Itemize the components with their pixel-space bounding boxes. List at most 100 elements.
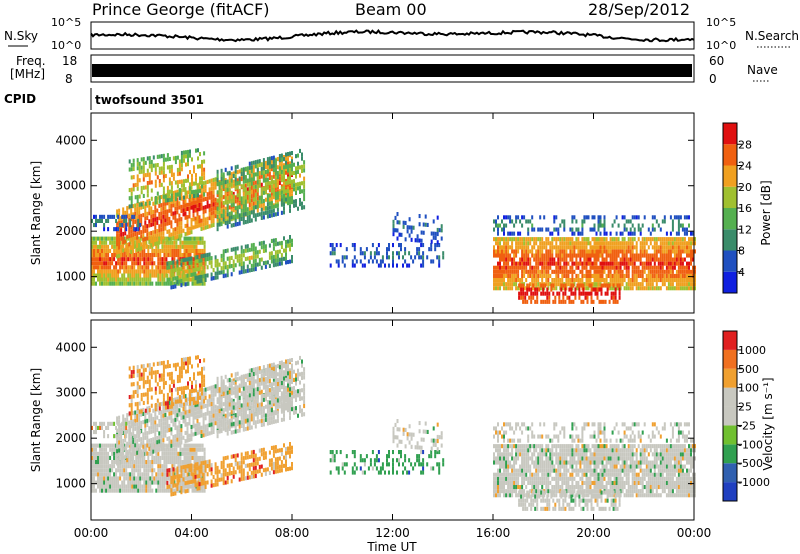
power-cell: [675, 257, 678, 262]
velocity-cell: [201, 455, 204, 460]
power-cell: [291, 193, 293, 198]
power-cell: [623, 257, 626, 262]
velocity-cell: [119, 472, 122, 477]
velocity-cell: [138, 446, 141, 451]
power-cell: [97, 236, 99, 241]
power-cell: [375, 259, 378, 264]
power-cell: [291, 183, 293, 188]
power-cell: [518, 291, 521, 296]
power-cell: [651, 257, 654, 262]
velocity-cell: [105, 455, 108, 460]
power-cell: [218, 262, 221, 267]
power-cell: [216, 178, 219, 183]
power-cell: [130, 233, 133, 238]
velocity-cell: [132, 431, 135, 436]
power-cell: [293, 170, 295, 175]
power-cell: [226, 269, 229, 274]
power-cell: [655, 237, 658, 242]
power-cell: [162, 178, 165, 183]
power-cell: [688, 223, 690, 228]
power-cell: [690, 231, 692, 236]
power-cell: [688, 253, 690, 258]
power-cell: [418, 251, 421, 256]
velocity-cell: [116, 453, 119, 458]
power-cell: [547, 282, 550, 287]
power-cell: [591, 227, 594, 232]
power-cell: [631, 237, 634, 242]
power-colorbar-tick-label: 8: [738, 245, 745, 258]
power-cell: [532, 295, 535, 300]
power-cell: [180, 208, 183, 213]
power-cell: [162, 190, 165, 195]
power-cell: [616, 283, 619, 288]
power-cell: [631, 249, 634, 254]
power-cell: [138, 202, 141, 207]
power-cell: [659, 241, 662, 246]
velocity-cell: [157, 476, 160, 481]
power-cell: [244, 187, 247, 192]
power-cell: [655, 282, 658, 287]
power-cell: [218, 193, 221, 198]
power-cell: [581, 237, 584, 242]
power-cell: [158, 170, 161, 175]
velocity-cell: [123, 480, 126, 485]
power-cell: [613, 241, 616, 246]
power-cell: [509, 269, 512, 274]
power-cell: [597, 273, 600, 278]
power-cell: [113, 265, 116, 270]
velocity-cell: [143, 476, 146, 481]
power-cell: [202, 197, 205, 202]
power-cell: [148, 231, 151, 236]
power-cell: [187, 244, 190, 249]
power-cell: [202, 226, 205, 231]
velocity-cell: [157, 488, 160, 493]
power-cell: [521, 278, 524, 283]
velocity-cell: [161, 476, 164, 481]
power-cell: [103, 223, 106, 228]
power-cell: [361, 263, 364, 268]
power-cell: [140, 169, 143, 174]
power-cell: [210, 256, 213, 261]
velocity-cell: [140, 412, 143, 417]
power-cell: [665, 237, 668, 242]
power-cell: [109, 257, 112, 262]
power-colorbar-swatch: [723, 208, 737, 230]
velocity-cell: [137, 476, 140, 481]
power-cell: [289, 200, 291, 205]
power-cell: [238, 217, 241, 222]
power-cell: [252, 259, 255, 264]
power-cell: [280, 159, 283, 164]
power-cell: [149, 261, 152, 266]
power-cell: [657, 265, 660, 270]
power-cell: [513, 249, 516, 254]
power-cell: [575, 245, 578, 250]
power-cell: [283, 181, 285, 186]
power-cell: [162, 186, 165, 191]
power-cell: [194, 263, 197, 268]
power-cell: [170, 193, 173, 198]
power-cell: [161, 281, 164, 286]
power-cell: [692, 273, 694, 278]
velocity-cell: [144, 444, 147, 449]
power-cell: [162, 206, 165, 211]
power-cell: [184, 261, 187, 266]
power-cell: [569, 278, 572, 283]
velocity-cell: [103, 447, 106, 452]
power-cell: [681, 286, 684, 291]
power-cell: [149, 277, 152, 282]
power-cell: [172, 176, 175, 181]
power-cell: [189, 170, 191, 175]
velocity-cell: [101, 484, 103, 489]
power-cell: [511, 245, 514, 250]
power-cell: [278, 257, 281, 262]
velocity-cell: [137, 460, 140, 465]
velocity-cell: [126, 413, 129, 418]
power-cell: [505, 237, 508, 242]
power-cell: [214, 177, 217, 182]
power-cell: [204, 261, 207, 266]
power-cell: [637, 269, 640, 274]
power-cell: [615, 261, 618, 266]
power-cell: [268, 209, 271, 214]
power-cell: [635, 257, 638, 262]
power-cell: [181, 240, 184, 245]
